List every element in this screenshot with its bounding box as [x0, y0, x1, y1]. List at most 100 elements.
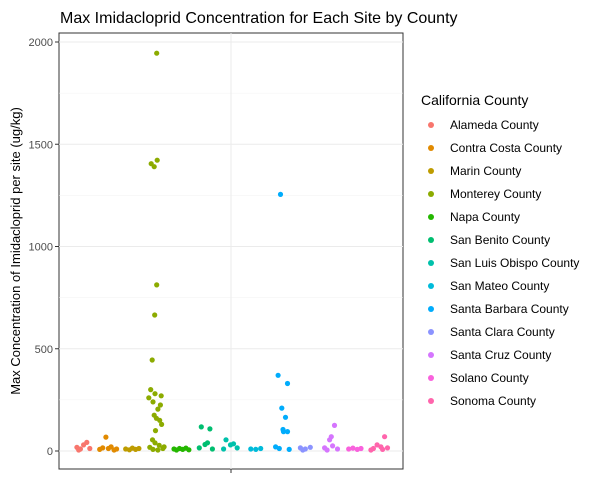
legend-label: Monterey County [450, 187, 541, 201]
y-tick-label: 1500 [29, 139, 53, 151]
data-point [155, 406, 161, 412]
grid-lines [59, 33, 403, 473]
data-point [151, 164, 157, 170]
legend-label: Marin County [450, 164, 521, 178]
legend-swatch [428, 237, 434, 243]
legend-swatch [428, 329, 434, 335]
data-point [307, 444, 313, 450]
data-point [152, 440, 158, 446]
data-point [221, 446, 227, 452]
y-axis-ticks: 0 500 1000 1500 2000 [29, 37, 59, 458]
legend-swatch [428, 306, 434, 312]
data-point [154, 282, 160, 288]
data-point [154, 157, 160, 163]
legend-label: Santa Barbara County [450, 302, 569, 316]
data-point [327, 437, 333, 443]
legend-swatch [428, 145, 434, 151]
legend-label: Santa Clara County [450, 325, 555, 339]
legend-swatch [428, 352, 434, 358]
data-point [280, 429, 287, 435]
data-point [198, 424, 204, 430]
legend: Alameda County Contra Costa County Marin C… [428, 118, 579, 408]
data-point [258, 445, 264, 452]
data-point [209, 446, 215, 452]
data-point [334, 446, 341, 452]
data-point [368, 447, 374, 453]
data-point [358, 445, 364, 452]
legend-swatch [428, 191, 434, 197]
data-point [253, 446, 259, 452]
data-point [276, 445, 282, 452]
data-point [150, 399, 156, 405]
data-point [207, 426, 213, 432]
data-point [346, 446, 352, 452]
data-point [286, 446, 292, 452]
data-point [282, 414, 289, 420]
data-point [103, 434, 109, 440]
legend-swatch [428, 122, 434, 128]
legend-title: California County [421, 92, 528, 108]
legend-label: Sonoma County [450, 394, 536, 408]
legend-label: Contra Costa County [450, 141, 562, 155]
data-point [230, 441, 237, 447]
legend-label: Alameda County [450, 118, 539, 132]
legend-swatch [428, 214, 434, 220]
data-point [196, 445, 202, 451]
legend-swatch [428, 398, 434, 404]
data-point [384, 445, 391, 451]
data-point [158, 393, 164, 399]
data-point [152, 391, 158, 397]
data-point [155, 447, 161, 453]
legend-label: Napa County [450, 210, 520, 224]
data-point [331, 422, 338, 428]
data-point [149, 357, 155, 363]
data-point [330, 443, 336, 449]
data-point [275, 372, 281, 378]
legend-label: San Luis Obispo County [450, 256, 579, 270]
data-point [277, 191, 284, 197]
y-tick-label: 500 [35, 344, 53, 356]
data-point [300, 447, 306, 453]
legend-swatch [428, 260, 434, 266]
data-point [157, 417, 163, 423]
legend-swatch [428, 283, 434, 289]
legend-label: San Mateo County [450, 279, 549, 293]
data-point [279, 405, 285, 411]
data-point [154, 50, 160, 56]
data-point [350, 445, 356, 451]
legend-label: San Benito County [450, 233, 550, 247]
legend-swatch [428, 168, 434, 174]
data-point [248, 446, 254, 452]
data-point [186, 447, 192, 453]
data-point [234, 445, 240, 451]
data-point [146, 395, 152, 401]
data-point [284, 429, 291, 435]
legend-label: Solano County [450, 371, 529, 385]
data-point [84, 439, 90, 445]
data-points [74, 50, 391, 453]
data-point [136, 445, 142, 452]
data-point [159, 421, 165, 427]
data-point [382, 434, 388, 440]
data-point [76, 447, 82, 453]
chart-title: Max Imidacloprid Concentration for Each … [60, 10, 458, 27]
data-point [161, 444, 167, 450]
data-point [114, 446, 120, 452]
y-tick-label: 1000 [29, 242, 53, 254]
data-point [284, 380, 291, 387]
data-point [324, 447, 330, 453]
data-point [152, 312, 158, 318]
data-point [380, 446, 386, 452]
data-point [148, 387, 154, 393]
data-point [202, 441, 208, 448]
legend-label: Santa Cruz County [450, 348, 551, 362]
data-point [150, 446, 156, 452]
data-point [156, 442, 162, 448]
data-point [157, 402, 163, 408]
data-point [223, 437, 229, 443]
y-tick-label: 0 [47, 446, 53, 458]
y-tick-label: 2000 [29, 37, 53, 49]
legend-swatch [428, 375, 434, 381]
